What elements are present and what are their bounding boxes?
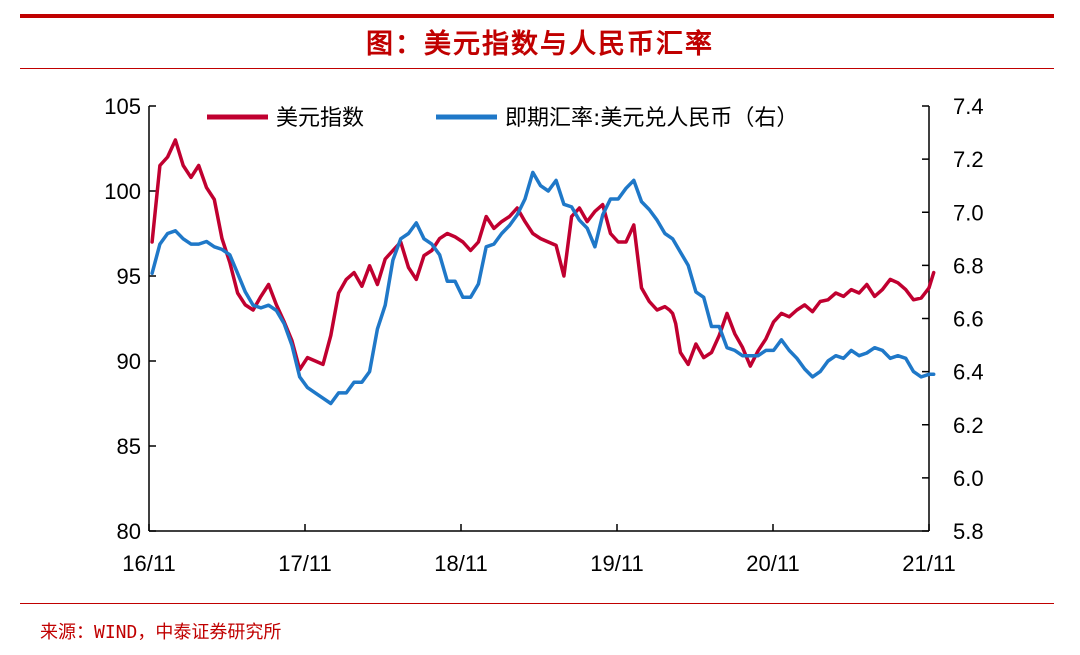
bottom-rule (20, 603, 1054, 604)
right-y-tick-label: 6.0 (953, 466, 984, 491)
series-line-2 (150, 170, 936, 406)
series-line-1 (150, 138, 936, 372)
right-y-tick-label: 6.2 (953, 413, 984, 438)
source-note: 来源：WIND，中泰证券研究所 (40, 622, 282, 643)
x-tick-label: 21/11 (902, 551, 955, 576)
right-y-tick-label: 7.4 (953, 94, 984, 119)
right-y-tick-label: 6.8 (953, 253, 984, 278)
left-y-tick-label: 105 (104, 94, 141, 119)
left-y-tick-label: 95 (117, 264, 141, 289)
dual-axis-line-chart: 80 85 90 95 100 105 5.8 6.0 6.2 6.4 6.6 6.8 7.0 7.2 7.… (104, 94, 984, 576)
legend-label-2: 即期汇率:美元兑人民币（右） (505, 106, 798, 131)
left-y-tick-label: 80 (117, 519, 141, 544)
title-rule (20, 68, 1054, 69)
left-y-tick-label: 85 (117, 434, 141, 459)
right-y-tick-label: 7.0 (953, 200, 984, 225)
right-y-tick-label: 5.8 (953, 519, 984, 544)
x-tick-label: 18/11 (434, 551, 487, 576)
right-y-tick-label: 6.6 (953, 307, 984, 332)
chart-title: 图：美元指数与人民币汇率 (366, 29, 714, 60)
x-tick-label: 20/11 (746, 551, 799, 576)
x-tick-label: 19/11 (590, 551, 643, 576)
right-y-tick-label: 7.2 (953, 147, 984, 172)
right-y-tick-label: 6.4 (953, 360, 984, 385)
left-y-tick-label: 100 (104, 179, 141, 204)
left-y-tick-label: 90 (117, 349, 141, 374)
legend-label-1: 美元指数 (276, 106, 364, 131)
x-tick-label: 17/11 (278, 551, 331, 576)
x-tick-label: 16/11 (122, 551, 175, 576)
top-rule (20, 14, 1054, 18)
